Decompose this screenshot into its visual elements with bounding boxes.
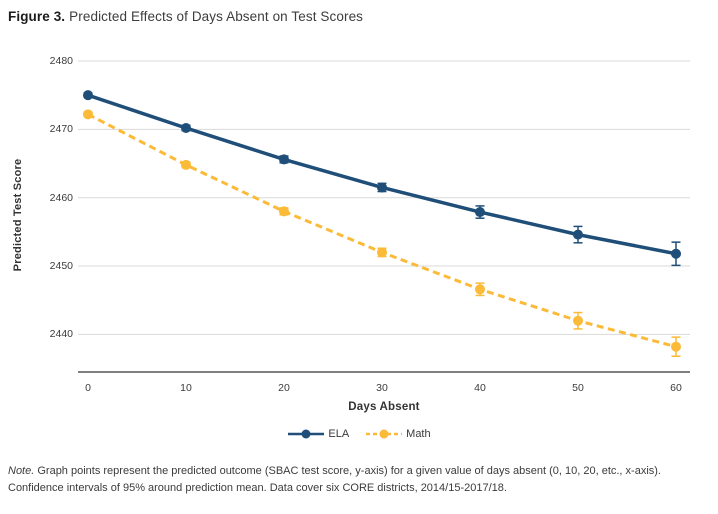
legend-item-math: Math <box>365 428 431 440</box>
y-tick-label: 2460 <box>49 191 73 204</box>
note-text: Graph points represent the predicted out… <box>8 465 661 494</box>
x-tick-label: 0 <box>85 382 91 394</box>
y-axis-title: Predicted Test Score <box>12 158 24 272</box>
y-tick-label: 2440 <box>49 328 73 341</box>
y-tick-label: 2470 <box>49 123 73 136</box>
y-tick-label: 2480 <box>49 55 73 67</box>
data-point-ela <box>475 207 485 218</box>
data-point-math <box>279 206 289 217</box>
data-point-math <box>83 109 93 120</box>
note-prefix: Note. <box>8 465 35 477</box>
x-tick-label: 40 <box>474 382 486 394</box>
series-line-ela <box>87 93 677 256</box>
figure-label: Figure 3. <box>8 9 66 24</box>
y-tick-label: 2450 <box>49 260 73 273</box>
x-tick-label: 10 <box>180 382 192 394</box>
data-point-ela <box>279 154 289 165</box>
data-point-ela <box>83 90 93 101</box>
legend-swatch-ela-icon <box>288 429 325 439</box>
legend-swatch-math-icon <box>366 429 403 439</box>
data-point-math <box>573 315 583 326</box>
x-tick-label: 50 <box>572 382 584 394</box>
legend-label-ela: ELA <box>328 428 350 440</box>
x-tick-label: 60 <box>670 382 682 394</box>
x-axis-title: Days Absent <box>348 401 420 413</box>
data-point-math <box>181 159 191 170</box>
figure-note: Note. Graph points represent the predict… <box>8 463 708 496</box>
legend-item-ela: ELA <box>287 428 349 440</box>
data-point-math <box>671 341 681 352</box>
data-point-ela <box>671 248 681 259</box>
x-tick-label: 30 <box>376 382 388 394</box>
figure-title-text: Predicted Effects of Days Absent on Test… <box>69 9 364 24</box>
legend-label-math: Math <box>406 428 431 440</box>
data-point-ela <box>181 122 191 133</box>
figure-title: Figure 3. Predicted Effects of Days Absen… <box>8 9 363 24</box>
series-line-math <box>87 112 677 349</box>
data-point-ela <box>573 229 583 240</box>
data-point-math <box>475 284 485 295</box>
data-point-math <box>377 247 387 258</box>
chart-legend: ELA Math <box>0 424 718 444</box>
x-tick-label: 20 <box>278 382 290 394</box>
data-point-ela <box>377 182 387 193</box>
